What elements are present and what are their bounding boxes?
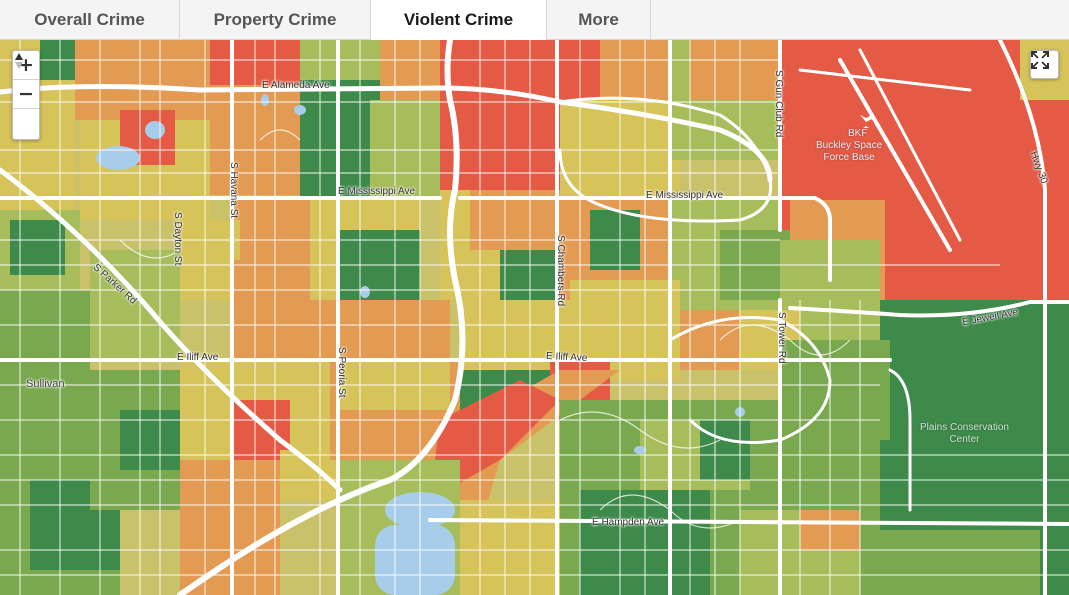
label-chambers: S Chambers Rd [555,235,566,307]
compass-icon [15,53,23,69]
label-tower: S Tower Rd [776,312,787,364]
label-dayton: S Dayton St [172,212,183,266]
label-bkf: BKF [848,128,868,139]
crime-rate-patches [0,40,1069,595]
airport-icon [860,115,872,128]
map-canvas [0,40,1069,595]
label-sullivan: Sullivan [26,378,65,390]
tab-property-crime[interactable]: Property Crime [180,0,371,40]
label-peoria: S Peoria St [336,347,347,398]
label-plains-conservation: Plains Conservation Center [920,422,1009,445]
label-havana: S Havana St [228,162,239,219]
crime-type-tabs: Overall Crime Property Crime Violent Cri… [0,0,1069,41]
label-iliff-west: E Iliff Ave [177,352,219,363]
label-mississippi-west: E Mississippi Ave [338,186,416,197]
zoom-controls: + − [12,50,40,140]
label-mississippi-east: E Mississippi Ave [646,190,724,201]
label-alameda: E Alameda Ave [262,80,330,91]
crime-map[interactable]: E Alameda Ave E Mississippi Ave E Missis… [0,40,1069,595]
label-hampden: E Hampden Ave [592,517,665,528]
tab-violent-crime[interactable]: Violent Crime [371,0,547,41]
tab-more[interactable]: More [547,0,651,40]
fullscreen-button[interactable] [1030,50,1059,79]
label-gun-club: S Gun Club Rd [773,70,784,138]
label-iliff-east: E Iliff Ave [545,350,588,365]
tabbar-filler [651,0,1069,39]
tab-overall-crime[interactable]: Overall Crime [0,0,180,40]
reset-north-button[interactable] [13,53,39,139]
zoom-out-button[interactable]: − [13,80,39,109]
main-roads [0,40,1069,595]
label-buckley: Buckley Space Force Base [816,140,883,163]
fullscreen-icon [1031,51,1049,69]
